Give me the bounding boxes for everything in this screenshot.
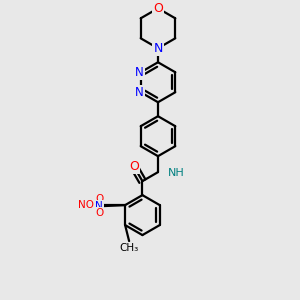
Text: O: O [129,160,139,173]
Text: O: O [95,208,103,218]
Text: NO₂: NO₂ [78,200,98,210]
Text: NH: NH [168,168,185,178]
Text: N: N [153,42,163,55]
Text: CH₃: CH₃ [119,243,139,253]
Text: N: N [95,201,103,211]
Text: N: N [135,86,144,99]
Text: N: N [135,66,144,79]
Text: O: O [95,194,103,204]
Text: O: O [153,2,163,15]
